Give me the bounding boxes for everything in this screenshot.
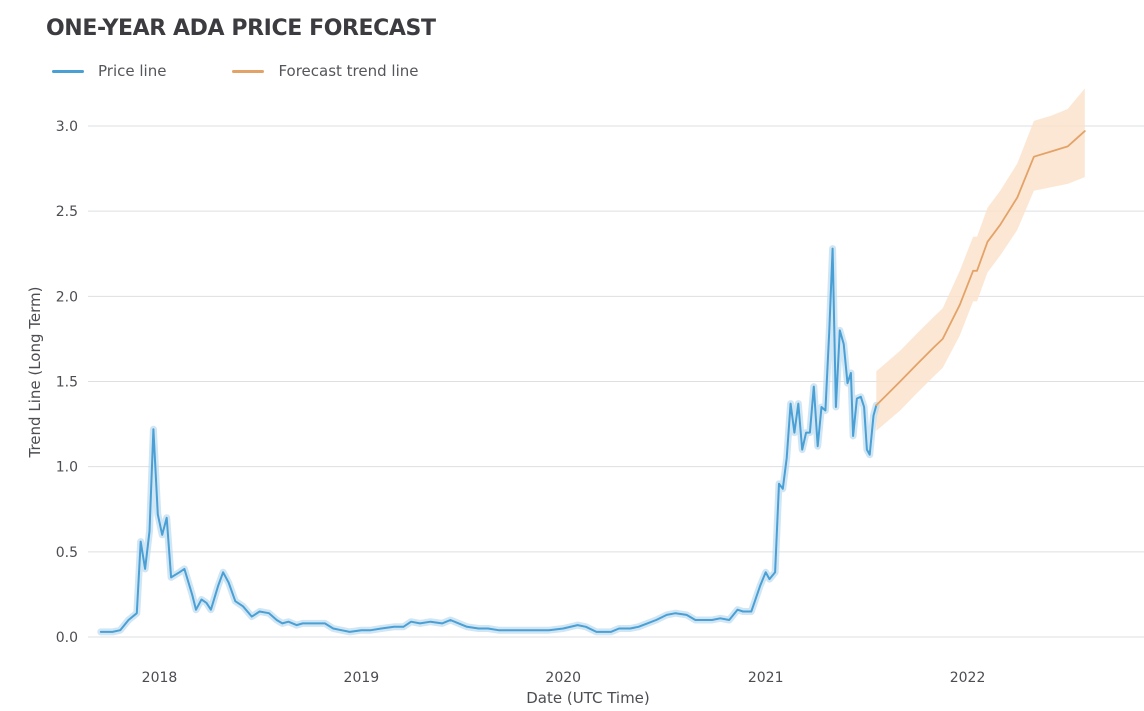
legend-item-forecast: Forecast trend line <box>232 62 419 80</box>
x-tick-label: 2018 <box>142 670 178 686</box>
x-tick-label: 2020 <box>545 670 581 686</box>
y-tick-label: 0.5 <box>56 545 78 561</box>
y-tick-label: 2.5 <box>56 204 78 220</box>
y-tick-label: 3.0 <box>56 119 78 135</box>
legend-swatch-price <box>52 69 84 73</box>
y-tick-label: 0.0 <box>56 630 78 646</box>
legend-label-price: Price line <box>98 62 167 80</box>
legend-item-price: Price line <box>52 62 166 80</box>
y-tick-label: 1.0 <box>56 460 78 476</box>
price-line <box>99 247 878 633</box>
grid-lines <box>88 125 1144 638</box>
axis-ticks: 0.0 0.5 1.0 1.5 2.0 2.5 3.0 2018 2019 2020 2021 202… <box>56 119 986 686</box>
y-tick-label: 1.5 <box>56 375 78 391</box>
price-line-glow <box>97 245 880 636</box>
series-lines <box>97 130 1086 636</box>
forecast-trend-line <box>875 130 1086 407</box>
legend-label-forecast: Forecast trend line <box>278 62 419 80</box>
legend: Price line Forecast trend line <box>52 62 485 80</box>
legend-swatch-forecast <box>232 69 265 73</box>
chart-title: ONE-YEAR ADA PRICE FORECAST <box>46 16 436 41</box>
x-tick-label: 2021 <box>748 670 784 686</box>
y-axis-label: Trend Line (Long Term) <box>26 287 44 459</box>
x-tick-label: 2019 <box>344 670 380 686</box>
x-axis-label: Date (UTC Time) <box>526 689 650 707</box>
x-tick-label: 2022 <box>950 670 986 686</box>
y-tick-label: 2.0 <box>56 289 78 305</box>
